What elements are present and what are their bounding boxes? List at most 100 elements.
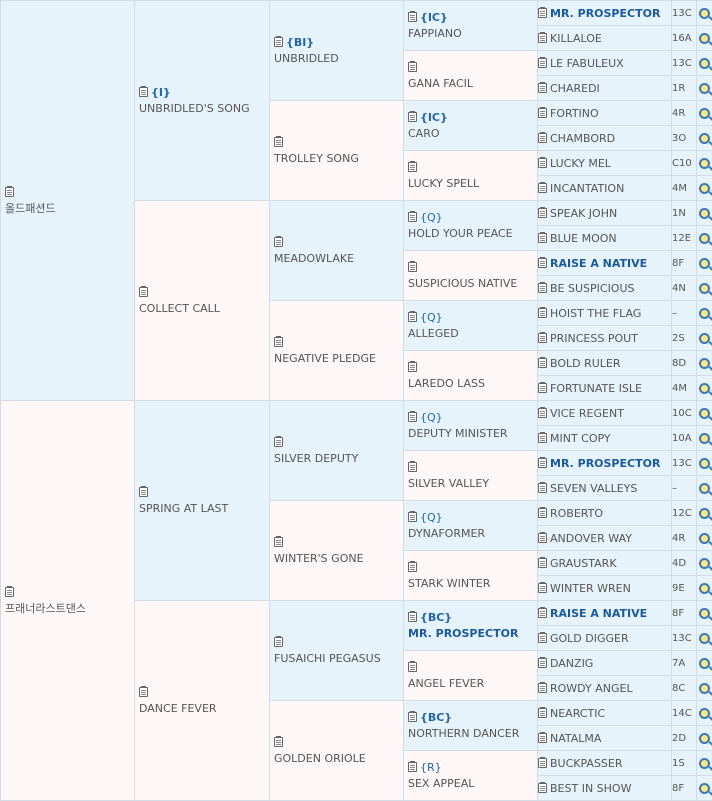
clipboard-icon[interactable] <box>5 187 14 197</box>
horse-name-link[interactable]: HOIST THE FLAG <box>550 307 641 320</box>
magnifier-icon[interactable] <box>699 308 710 319</box>
clipboard-icon[interactable] <box>538 83 547 93</box>
magnifier-icon[interactable] <box>699 683 710 694</box>
horse-name-link[interactable]: NEARCTIC <box>550 707 605 720</box>
magnifier-icon[interactable] <box>699 133 710 144</box>
clipboard-icon[interactable] <box>538 558 547 568</box>
magnifier-icon[interactable] <box>699 558 710 569</box>
horse-name-link[interactable]: CHAREDI <box>550 82 600 95</box>
horse-name-link[interactable]: ANGEL FEVER <box>408 676 533 692</box>
clipboard-icon[interactable] <box>538 708 547 718</box>
magnifier-icon[interactable] <box>699 8 710 19</box>
magnifier-icon[interactable] <box>699 358 710 369</box>
magnifier-icon[interactable] <box>699 233 710 244</box>
clipboard-icon[interactable] <box>408 412 417 422</box>
magnifier-icon[interactable] <box>699 58 710 69</box>
horse-name-link[interactable]: DANZIG <box>550 657 593 670</box>
horse-name-link[interactable]: ANDOVER WAY <box>550 532 632 545</box>
clipboard-icon[interactable] <box>538 8 547 18</box>
horse-name-link[interactable]: SILVER VALLEY <box>408 476 533 492</box>
clipboard-icon[interactable] <box>408 662 417 672</box>
clipboard-icon[interactable] <box>538 458 547 468</box>
horse-name-link[interactable]: FORTINO <box>550 107 599 120</box>
horse-name-link[interactable]: MR. PROSPECTOR <box>550 7 660 20</box>
magnifier-icon[interactable] <box>699 483 710 494</box>
horse-name-link[interactable]: KILLALOE <box>550 32 602 45</box>
horse-name-link[interactable]: GANA FACIL <box>408 76 533 92</box>
horse-name-link[interactable]: FAPPIANO <box>408 26 533 42</box>
horse-name-link[interactable]: PRINCESS POUT <box>550 332 638 345</box>
clipboard-icon[interactable] <box>538 108 547 118</box>
magnifier-icon[interactable] <box>699 708 710 719</box>
horse-name-link[interactable]: GOLD DIGGER <box>550 632 629 645</box>
clipboard-icon[interactable] <box>139 687 148 697</box>
horse-name-link[interactable]: LE FABULEUX <box>550 57 624 70</box>
horse-name-link[interactable]: ROWDY ANGEL <box>550 682 633 695</box>
clipboard-icon[interactable] <box>538 483 547 493</box>
magnifier-icon[interactable] <box>699 633 710 644</box>
magnifier-icon[interactable] <box>699 208 710 219</box>
clipboard-icon[interactable] <box>139 487 148 497</box>
clipboard-icon[interactable] <box>538 433 547 443</box>
clipboard-icon[interactable] <box>538 308 547 318</box>
magnifier-icon[interactable] <box>699 383 710 394</box>
horse-name-link[interactable]: GOLDEN ORIOLE <box>274 751 399 767</box>
magnifier-icon[interactable] <box>699 658 710 669</box>
clipboard-icon[interactable] <box>538 758 547 768</box>
clipboard-icon[interactable] <box>538 283 547 293</box>
horse-name-link[interactable]: SEVEN VALLEYS <box>550 482 637 495</box>
magnifier-icon[interactable] <box>699 408 710 419</box>
horse-name-link[interactable]: FORTUNATE ISLE <box>550 382 642 395</box>
magnifier-icon[interactable] <box>699 183 710 194</box>
horse-name-link[interactable]: SILVER DEPUTY <box>274 451 399 467</box>
magnifier-icon[interactable] <box>699 608 710 619</box>
magnifier-icon[interactable] <box>699 433 710 444</box>
horse-name-link[interactable]: COLLECT CALL <box>139 301 265 317</box>
clipboard-icon[interactable] <box>408 762 417 772</box>
clipboard-icon[interactable] <box>408 562 417 572</box>
clipboard-icon[interactable] <box>538 533 547 543</box>
magnifier-icon[interactable] <box>699 158 710 169</box>
horse-name-link[interactable]: HOLD YOUR PEACE <box>408 226 533 242</box>
clipboard-icon[interactable] <box>408 612 417 622</box>
horse-name-link[interactable]: CARO <box>408 126 533 142</box>
horse-name-link[interactable]: CHAMBORD <box>550 132 615 145</box>
clipboard-icon[interactable] <box>538 158 547 168</box>
horse-name-link[interactable]: BOLD RULER <box>550 357 621 370</box>
horse-name-link[interactable]: MR. PROSPECTOR <box>550 457 660 470</box>
horse-name-link[interactable]: ALLEGED <box>408 326 533 342</box>
horse-name-link[interactable]: 프래너라스트댄스 <box>5 601 130 617</box>
clipboard-icon[interactable] <box>538 608 547 618</box>
horse-name-link[interactable]: GRAUSTARK <box>550 557 617 570</box>
magnifier-icon[interactable] <box>699 258 710 269</box>
horse-name-link[interactable]: WINTER WREN <box>550 582 631 595</box>
clipboard-icon[interactable] <box>538 733 547 743</box>
horse-name-link[interactable]: LAREDO LASS <box>408 376 533 392</box>
clipboard-icon[interactable] <box>274 137 283 147</box>
horse-name-link[interactable]: LUCKY MEL <box>550 157 611 170</box>
clipboard-icon[interactable] <box>538 258 547 268</box>
magnifier-icon[interactable] <box>699 783 710 794</box>
magnifier-icon[interactable] <box>699 458 710 469</box>
clipboard-icon[interactable] <box>538 683 547 693</box>
horse-name-link[interactable]: BLUE MOON <box>550 232 617 245</box>
horse-name-link[interactable]: DYNAFORMER <box>408 526 533 542</box>
clipboard-icon[interactable] <box>274 237 283 247</box>
clipboard-icon[interactable] <box>408 712 417 722</box>
clipboard-icon[interactable] <box>408 12 417 22</box>
horse-name-link[interactable]: STARK WINTER <box>408 576 533 592</box>
clipboard-icon[interactable] <box>538 58 547 68</box>
clipboard-icon[interactable] <box>139 87 148 97</box>
horse-name-link[interactable]: UNBRIDLED'S SONG <box>139 101 265 117</box>
clipboard-icon[interactable] <box>538 783 547 793</box>
horse-name-link[interactable]: INCANTATION <box>550 182 624 195</box>
magnifier-icon[interactable] <box>699 758 710 769</box>
clipboard-icon[interactable] <box>408 462 417 472</box>
horse-name-link[interactable]: UNBRIDLED <box>274 51 399 67</box>
magnifier-icon[interactable] <box>699 83 710 94</box>
clipboard-icon[interactable] <box>408 512 417 522</box>
clipboard-icon[interactable] <box>274 637 283 647</box>
horse-name-link[interactable]: MINT COPY <box>550 432 611 445</box>
horse-name-link[interactable]: NORTHERN DANCER <box>408 726 533 742</box>
clipboard-icon[interactable] <box>538 583 547 593</box>
